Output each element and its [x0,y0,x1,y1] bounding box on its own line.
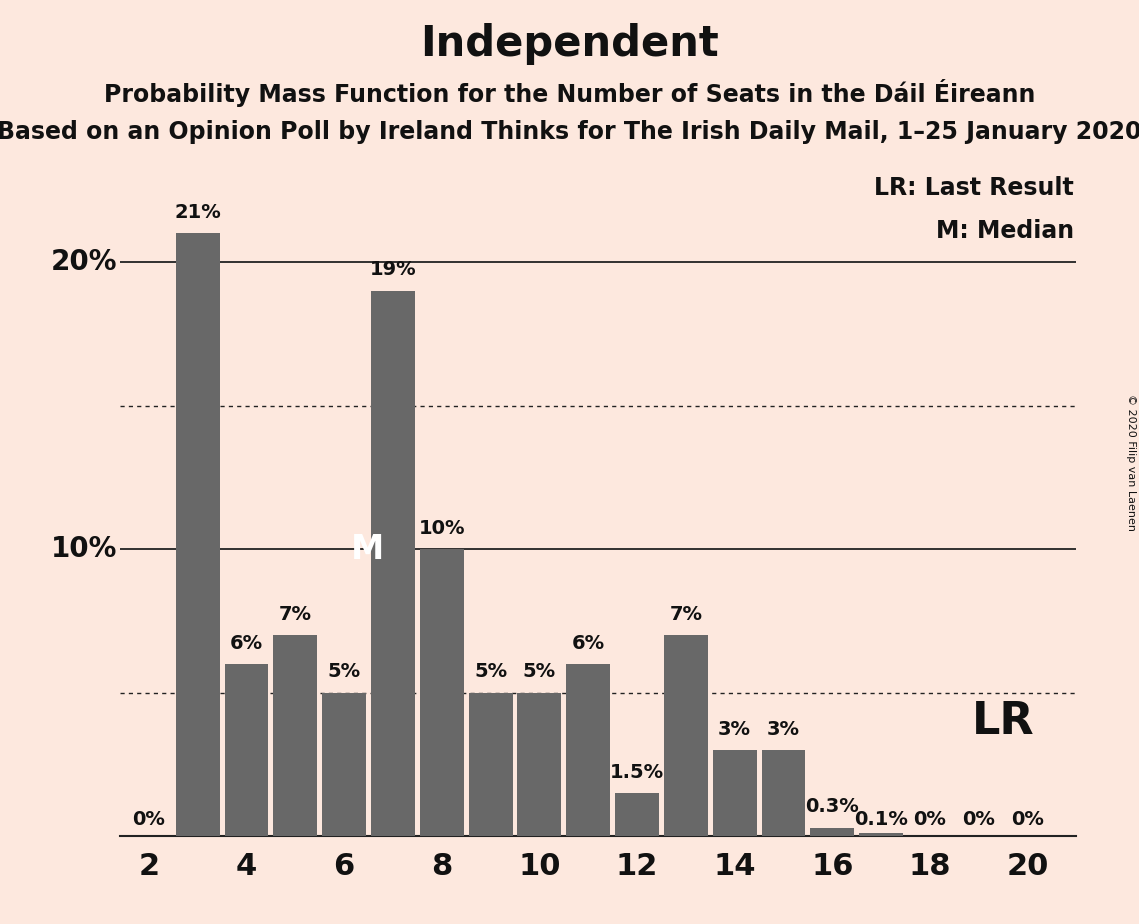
Text: 0%: 0% [913,810,947,829]
Bar [371,291,415,836]
Text: 1.5%: 1.5% [611,762,664,782]
Bar [713,750,756,836]
Text: 7%: 7% [279,605,312,624]
Bar [762,750,805,836]
Text: 0%: 0% [1011,810,1044,829]
Bar [566,664,611,836]
Text: 5%: 5% [328,663,361,681]
Bar [224,664,269,836]
Bar [273,636,318,836]
Bar [517,693,562,836]
Text: 0%: 0% [132,810,165,829]
Bar [175,234,220,836]
Text: 7%: 7% [670,605,703,624]
Text: 5%: 5% [523,663,556,681]
Text: 21%: 21% [174,203,221,222]
Text: © 2020 Filip van Laenen: © 2020 Filip van Laenen [1126,394,1136,530]
Text: 10%: 10% [418,518,465,538]
Text: LR: LR [972,699,1034,743]
Text: M: M [351,533,384,565]
Text: 0%: 0% [962,810,995,829]
Bar [322,693,366,836]
Bar [859,833,903,836]
Text: Probability Mass Function for the Number of Seats in the Dáil Éireann: Probability Mass Function for the Number… [104,79,1035,106]
Text: Based on an Opinion Poll by Ireland Thinks for The Irish Daily Mail, 1–25 Januar: Based on an Opinion Poll by Ireland Thin… [0,120,1139,144]
Text: LR: Last Result: LR: Last Result [874,176,1074,201]
Bar [615,793,659,836]
Text: M: Median: M: Median [936,219,1074,243]
Text: 19%: 19% [370,261,416,279]
Bar [664,636,707,836]
Text: 3%: 3% [767,720,800,738]
Text: Independent: Independent [420,23,719,65]
Text: 0.1%: 0.1% [854,810,908,829]
Text: 0.3%: 0.3% [805,797,859,816]
Text: 6%: 6% [230,634,263,652]
Text: 5%: 5% [474,663,507,681]
Bar [420,549,464,836]
Text: 10%: 10% [51,535,117,564]
Bar [468,693,513,836]
Text: 6%: 6% [572,634,605,652]
Bar [810,828,854,836]
Text: 20%: 20% [50,249,117,276]
Text: 3%: 3% [719,720,751,738]
